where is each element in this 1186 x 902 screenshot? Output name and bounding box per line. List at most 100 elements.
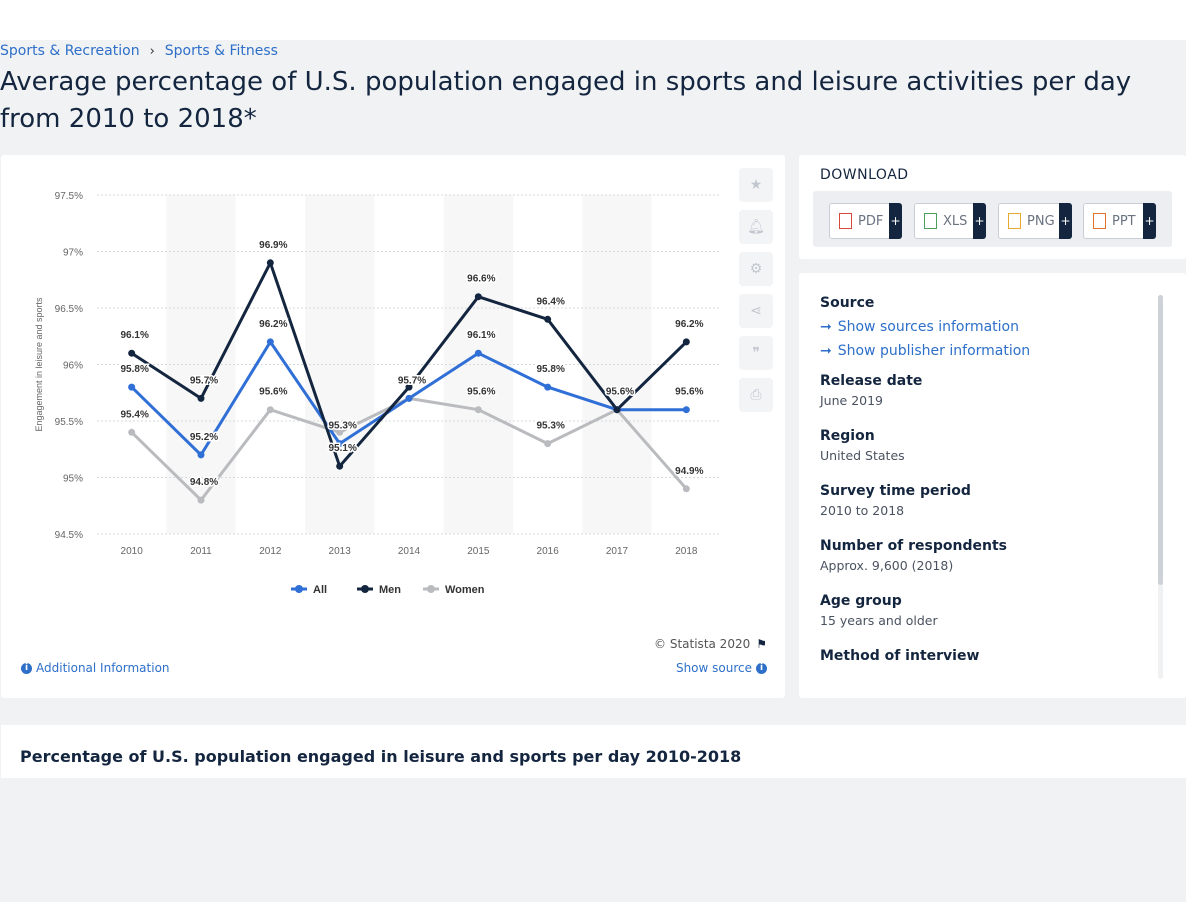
breadcrumb: Sports & Recreation › Sports & Fitness [0,43,278,59]
legend-label: Women [445,584,485,596]
additional-information-link[interactable]: i Additional Information [21,661,170,675]
data-point-men [474,293,482,301]
breadcrumb-separator-icon: › [149,43,155,59]
legend-item-all: All [291,584,327,596]
y-tick-label: 94.5% [55,530,83,541]
copyright-text: © Statista 2020 [654,637,751,651]
x-tick-label: 2013 [329,546,352,557]
share-button[interactable]: ⋖ [739,294,773,328]
gear-icon: ⚙ [749,261,763,277]
print-button[interactable]: ⎙ [739,378,773,412]
related-statistic-title[interactable]: Percentage of U.S. population engaged in… [20,747,742,766]
info-icon: i [21,662,32,674]
x-tick-label: 2012 [259,546,282,557]
data-point-men [336,462,344,470]
flag-icon[interactable]: ⚑ [756,637,767,651]
data-label: 95.7% [398,375,426,386]
data-label: 96.4% [536,296,564,307]
legend-label: Men [379,584,401,596]
data-point-all [336,440,344,448]
top-navigation-bar [0,0,1186,40]
data-label: 95.7% [190,375,218,386]
x-tick-label: 2016 [537,546,560,557]
plus-icon: + [1059,203,1072,239]
page-title: Average percentage of U.S. population en… [0,67,1132,134]
download-png-button[interactable]: PNG + [998,203,1072,239]
x-tick-label: 2014 [398,546,421,557]
data-point-all [682,406,690,414]
y-axis-label: Engagement in leisure and sports [34,297,44,432]
pdf-file-icon [839,213,852,229]
respondents-value: Approx. 9,600 (2018) [820,558,954,573]
data-label: 95.3% [536,421,564,432]
plus-icon: + [889,203,902,239]
details-scrollbar[interactable] [1158,295,1163,585]
breadcrumb-item-sports-fitness[interactable]: Sports & Fitness [164,43,278,59]
data-point-men [544,315,552,323]
breadcrumb-item-sports-recreation[interactable]: Sports & Recreation [0,43,140,59]
show-publisher-link[interactable]: ➞ Show publisher information [820,339,1150,363]
show-sources-link[interactable]: ➞ Show sources information [820,315,1150,339]
release-date-value: June 2019 [820,393,884,408]
y-tick-label: 97% [63,248,83,259]
survey-period-heading: Survey time period [820,483,971,499]
data-point-all [128,383,136,391]
xls-file-icon [924,213,937,229]
png-file-icon [1008,213,1021,229]
data-label: 94.8% [190,477,218,488]
notification-button[interactable]: 🔔︎ [739,210,773,244]
release-date-heading: Release date [820,373,923,389]
download-panel: DOWNLOAD PDF + XLS + PNG + PPT + [799,155,1186,259]
chart-card: 94.5% 95% 95.5% 96% 96.5% 97% 97.5% 2010 2011 201… [1,155,785,698]
cite-button[interactable]: ❞ [739,336,773,370]
download-xls-button[interactable]: XLS + [914,203,986,239]
data-point-men [128,349,136,357]
data-point-women [266,406,274,414]
data-label: 94.9% [675,466,703,477]
legend-item-men: Men [357,584,401,596]
x-tick-label: 2011 [190,546,212,557]
plus-icon: + [1143,203,1156,239]
show-source-link[interactable]: Show source i [676,661,767,675]
y-tick-label: 96.5% [55,304,83,315]
region-heading: Region [820,428,875,444]
y-tick-label: 96% [63,361,83,372]
info-icon: i [756,662,767,674]
data-label: 96.9% [259,240,287,251]
download-button-row: PDF + XLS + PNG + PPT + [813,191,1172,247]
column-band [305,195,375,534]
download-xls-label: XLS [943,213,968,229]
share-icon: ⋖ [750,303,762,319]
x-tick-label: 2018 [675,546,698,557]
survey-period-value: 2010 to 2018 [820,503,905,518]
data-point-women [197,496,205,504]
data-label: 95.8% [120,364,148,375]
method-heading: Method of interview [820,648,980,664]
data-label: 95.6% [259,387,287,398]
show-sources-label: Show sources information [837,319,1019,335]
show-source-label: Show source [675,661,752,675]
download-ppt-label: PPT [1112,213,1136,229]
data-point-men [613,406,621,414]
additional-information-label: Additional Information [36,661,170,675]
download-png-label: PNG [1027,213,1055,229]
settings-button[interactable]: ⚙ [739,252,773,286]
download-pdf-button[interactable]: PDF + [829,203,902,239]
arrow-right-icon: ➞ [820,343,832,359]
related-statistic-card: Percentage of U.S. population engaged in… [1,725,1186,778]
statistic-details-panel: Source ➞ Show sources information ➞ Show… [799,273,1186,698]
data-label: 96.2% [259,319,287,330]
line-chart: 94.5% 95% 95.5% 96% 96.5% 97% 97.5% 2010 2011 201… [34,191,721,596]
download-title: DOWNLOAD [820,167,909,183]
quote-icon: ❞ [752,345,760,361]
data-label: 95.8% [536,364,564,375]
data-point-men [266,259,274,267]
show-publisher-label: Show publisher information [837,343,1031,359]
download-ppt-button[interactable]: PPT + [1083,203,1156,239]
age-group-heading: Age group [820,593,902,609]
star-favorite-button[interactable]: ★ [739,168,773,202]
data-point-all [405,394,413,402]
data-point-all [544,383,552,391]
legend-marker [427,585,435,593]
details-content: Source ➞ Show sources information ➞ Show… [820,295,1150,668]
